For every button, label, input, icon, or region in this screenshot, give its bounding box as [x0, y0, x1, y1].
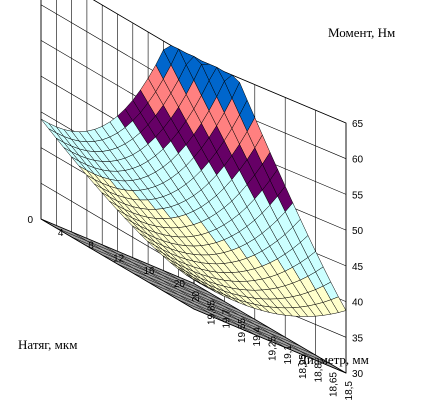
floor-gridline-x — [56, 227, 209, 293]
floor-gridline-y — [132, 257, 286, 348]
y-tick-label: 4 — [58, 228, 64, 239]
x-tick-label: 18,95 — [298, 354, 309, 379]
floor-gridline-y — [40, 218, 195, 310]
z-tick-label: 45 — [352, 262, 364, 273]
floor-gridline-x — [40, 218, 194, 284]
x-tick-label: 20 — [191, 291, 202, 303]
x-tick-label: 19,7 — [222, 309, 233, 329]
floor-gridline-y — [101, 244, 255, 335]
floor-gridline-x — [132, 272, 285, 338]
y-tick-label: 16 — [143, 266, 155, 277]
floor-gridline-y — [162, 269, 316, 361]
z-tick-label: 35 — [352, 333, 364, 344]
floor-gridline-x — [117, 263, 270, 329]
floor-gridline-y — [192, 282, 347, 374]
x-axis-title: Диаметр, мм — [298, 352, 369, 367]
floor-gridline-x — [148, 281, 301, 347]
x-tick-label: 18,8 — [313, 363, 324, 383]
y-tick-label: 12 — [113, 253, 125, 264]
x-tick-label: 18,5 — [344, 381, 355, 401]
z-tick-label: 55 — [352, 190, 364, 201]
x-tick-label: 19,85 — [206, 300, 217, 325]
x-tick-label: 19,55 — [237, 318, 248, 343]
surface-patch — [185, 274, 201, 285]
chart-floor — [40, 218, 347, 374]
z-axis-title: Момент, Нм — [328, 25, 395, 40]
x-tick-label: 19,25 — [268, 336, 279, 361]
y-tick-label: 0 — [27, 215, 33, 226]
z-tick-label: 40 — [352, 298, 364, 309]
floor-gridline-x — [86, 245, 239, 311]
surface-plot — [40, 45, 347, 317]
y-axis-title: Натяг, мкм — [18, 337, 77, 352]
tick-labels: 30 35 40 45 50 55 60 65 0 4 8 12 16 20 20 19,85 19,7 19,5… — [27, 119, 363, 400]
z-tick-label: 65 — [352, 119, 364, 130]
z-tick-label: 50 — [352, 226, 364, 237]
floor-gridline-x — [71, 236, 224, 302]
floor-gridline-x — [102, 254, 255, 320]
floor-gridline-y — [71, 231, 225, 323]
floor-gridline-x — [178, 299, 331, 365]
y-tick-label: 8 — [88, 241, 94, 252]
z-tick-label: 60 — [352, 155, 364, 166]
x-tick-label: 19,4 — [252, 327, 263, 347]
z-tick-label: 30 — [352, 369, 364, 380]
floor-gridline-x — [163, 290, 316, 356]
floor-gridline-x — [193, 308, 347, 374]
x-tick-label: 19,1 — [283, 345, 294, 365]
x-tick-label: 18,65 — [329, 372, 340, 397]
y-tick-label: 20 — [174, 279, 186, 290]
